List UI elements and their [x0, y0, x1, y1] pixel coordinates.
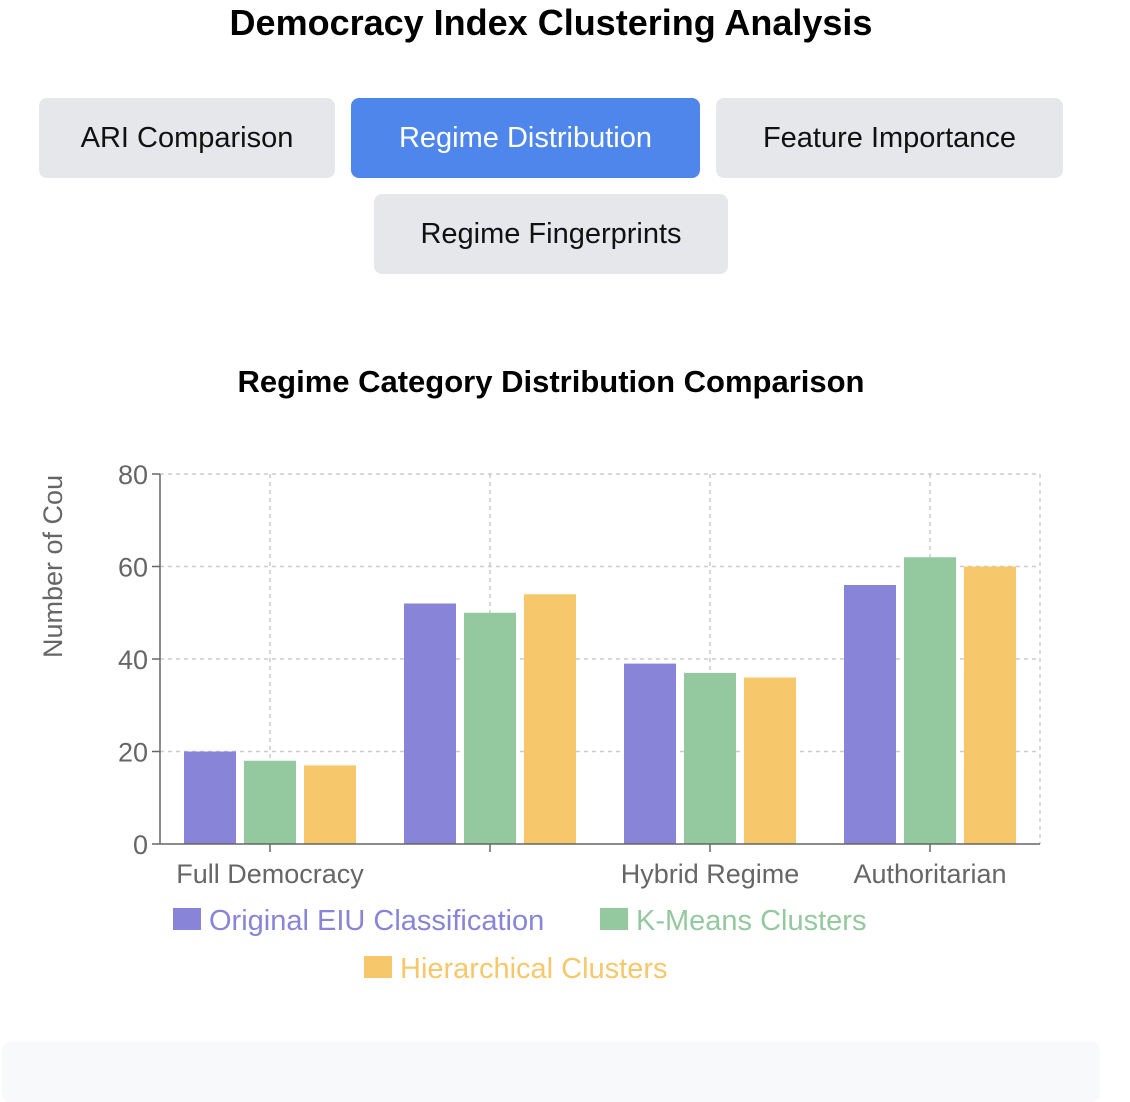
x-tick-label: Authoritarian — [853, 859, 1006, 889]
y-tick-label: 0 — [133, 830, 148, 860]
bar-3-4 — [964, 566, 1016, 844]
y-tick-label: 40 — [118, 645, 148, 675]
bar-1-2 — [404, 603, 456, 844]
legend-swatch — [600, 908, 628, 930]
y-tick-label: 80 — [118, 460, 148, 490]
bar-3-2 — [524, 594, 576, 844]
bar-1-3 — [624, 663, 676, 844]
tab-ari-comparison[interactable]: ARI Comparison — [39, 98, 335, 178]
legend-label: Original EIU Classification — [209, 905, 544, 937]
bar-1-4 — [844, 585, 896, 844]
tab-feature-importance[interactable]: Feature Importance — [716, 98, 1063, 178]
legend-label: Hierarchical Clusters — [400, 953, 668, 985]
tab-regime-distribution[interactable]: Regime Distribution — [351, 98, 700, 178]
chart-legend: Original EIU Classification K-Means Clust… — [173, 905, 866, 985]
bar-1-1 — [184, 751, 236, 844]
x-tick-label: Full Democracy — [176, 859, 364, 889]
y-tick-label: 20 — [118, 738, 148, 768]
bottom-panel — [2, 1042, 1100, 1102]
legend-swatch — [173, 908, 201, 930]
y-tick-label: 60 — [118, 553, 148, 583]
bar-2-2 — [464, 612, 516, 844]
tab-regime-fingerprints[interactable]: Regime Fingerprints — [374, 194, 728, 274]
legend-label: K-Means Clusters — [636, 905, 866, 937]
page-title: Democracy Index Clustering Analysis — [229, 2, 873, 43]
bar-2-3 — [684, 672, 736, 844]
chart-axes: 0 20 40 60 80 Full Democracy Hybrid Regime Auth… — [118, 460, 1040, 889]
bar-2-1 — [244, 760, 296, 844]
bar-3-3 — [744, 677, 796, 844]
x-tick-label: Hybrid Regime — [621, 859, 800, 889]
y-axis-label: Number of Cou — [38, 475, 68, 658]
bar-3-1 — [304, 765, 356, 844]
chart-title: Regime Category Distribution Comparison — [237, 364, 865, 399]
legend-swatch — [364, 956, 392, 978]
chart-bars — [184, 557, 1016, 844]
bar-2-4 — [904, 557, 956, 844]
bar-chart: 0 20 40 60 80 Full Democracy Hybrid Regime Auth… — [38, 460, 1041, 985]
